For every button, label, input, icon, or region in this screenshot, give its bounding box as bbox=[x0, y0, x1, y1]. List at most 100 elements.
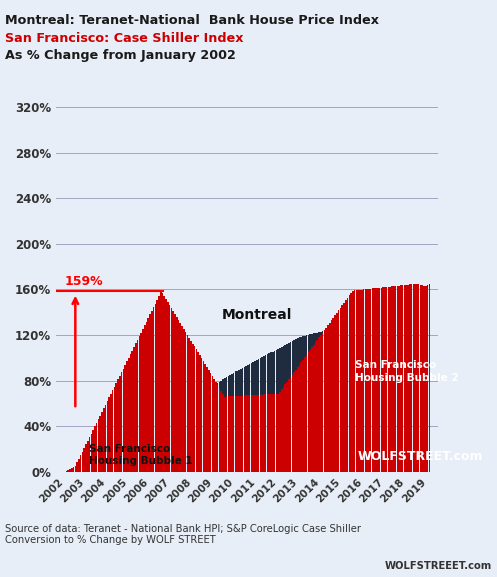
Bar bbox=[106, 449, 108, 472]
Bar bbox=[240, 369, 242, 472]
Bar bbox=[284, 384, 286, 472]
Bar bbox=[172, 411, 174, 472]
Bar bbox=[149, 314, 151, 472]
Bar bbox=[413, 295, 414, 472]
Bar bbox=[126, 361, 128, 472]
Bar bbox=[414, 284, 416, 472]
Bar bbox=[361, 290, 363, 472]
Bar bbox=[274, 394, 275, 472]
Bar bbox=[158, 421, 160, 472]
Text: WOLFSTREET.com: WOLFSTREET.com bbox=[357, 449, 483, 463]
Bar bbox=[137, 433, 138, 472]
Bar bbox=[329, 323, 331, 472]
Bar bbox=[246, 366, 247, 472]
Bar bbox=[368, 320, 370, 472]
Bar bbox=[279, 348, 281, 472]
Bar bbox=[283, 346, 284, 472]
Bar bbox=[178, 320, 179, 472]
Bar bbox=[427, 285, 428, 472]
Bar bbox=[176, 317, 177, 472]
Bar bbox=[121, 372, 122, 472]
Bar bbox=[155, 304, 156, 472]
Bar bbox=[388, 287, 389, 472]
Bar bbox=[203, 361, 204, 472]
Bar bbox=[295, 339, 297, 472]
Bar bbox=[299, 365, 300, 472]
Bar bbox=[357, 323, 359, 472]
Bar bbox=[364, 321, 366, 472]
Bar bbox=[418, 291, 419, 472]
Bar bbox=[106, 401, 108, 472]
Bar bbox=[186, 402, 188, 472]
Bar bbox=[247, 395, 248, 472]
Text: San Francisco
Housing Bubble 1: San Francisco Housing Bubble 1 bbox=[89, 444, 193, 466]
Bar bbox=[68, 470, 69, 472]
Bar bbox=[320, 335, 322, 472]
Bar bbox=[322, 332, 324, 472]
Bar bbox=[263, 356, 265, 472]
Bar bbox=[78, 459, 80, 472]
Bar bbox=[210, 373, 211, 472]
Bar bbox=[290, 342, 291, 472]
Bar bbox=[249, 364, 250, 472]
Bar bbox=[178, 408, 179, 472]
Bar bbox=[99, 415, 101, 472]
Bar bbox=[283, 387, 284, 472]
Bar bbox=[176, 409, 177, 472]
Bar bbox=[197, 395, 199, 472]
Bar bbox=[419, 284, 421, 472]
Bar bbox=[105, 450, 106, 472]
Bar bbox=[384, 287, 386, 472]
Bar bbox=[397, 308, 398, 472]
Bar bbox=[124, 365, 126, 472]
Bar bbox=[167, 415, 168, 472]
Text: Montreal: Montreal bbox=[222, 309, 292, 323]
Bar bbox=[242, 396, 244, 472]
Bar bbox=[256, 395, 257, 472]
Bar bbox=[398, 306, 400, 472]
Bar bbox=[169, 414, 170, 472]
Bar bbox=[327, 329, 329, 472]
Bar bbox=[117, 380, 119, 472]
Bar bbox=[204, 364, 206, 472]
Bar bbox=[73, 467, 75, 472]
Bar bbox=[103, 451, 104, 472]
Bar bbox=[290, 377, 291, 472]
Bar bbox=[206, 389, 208, 472]
Bar bbox=[226, 396, 227, 472]
Bar bbox=[219, 388, 220, 472]
Bar bbox=[407, 284, 409, 472]
Bar bbox=[311, 334, 313, 472]
Bar bbox=[66, 471, 67, 472]
Bar bbox=[123, 369, 124, 472]
Bar bbox=[404, 302, 405, 472]
Bar bbox=[157, 422, 158, 472]
Bar bbox=[101, 452, 103, 472]
Bar bbox=[83, 462, 85, 472]
Bar bbox=[82, 462, 83, 472]
Bar bbox=[366, 321, 368, 472]
Bar bbox=[224, 396, 226, 472]
Bar bbox=[233, 373, 235, 472]
Bar bbox=[272, 394, 274, 472]
Bar bbox=[400, 305, 402, 472]
Bar bbox=[146, 428, 147, 472]
Bar bbox=[228, 396, 229, 472]
Bar bbox=[428, 287, 430, 472]
Bar bbox=[293, 372, 295, 472]
Text: Source of data: Teranet - National Bank HPI; S&P CoreLogic Case Shiller
Conversi: Source of data: Teranet - National Bank … bbox=[5, 524, 361, 545]
Bar bbox=[388, 314, 389, 472]
Bar bbox=[77, 462, 78, 472]
Bar bbox=[170, 413, 172, 472]
Bar bbox=[75, 466, 76, 472]
Bar bbox=[411, 297, 413, 472]
Bar bbox=[361, 322, 363, 472]
Bar bbox=[393, 310, 395, 472]
Bar bbox=[413, 284, 414, 472]
Bar bbox=[304, 357, 306, 472]
Bar bbox=[237, 396, 238, 472]
Bar bbox=[204, 391, 206, 472]
Bar bbox=[158, 297, 160, 472]
Bar bbox=[114, 445, 115, 472]
Bar bbox=[329, 329, 331, 472]
